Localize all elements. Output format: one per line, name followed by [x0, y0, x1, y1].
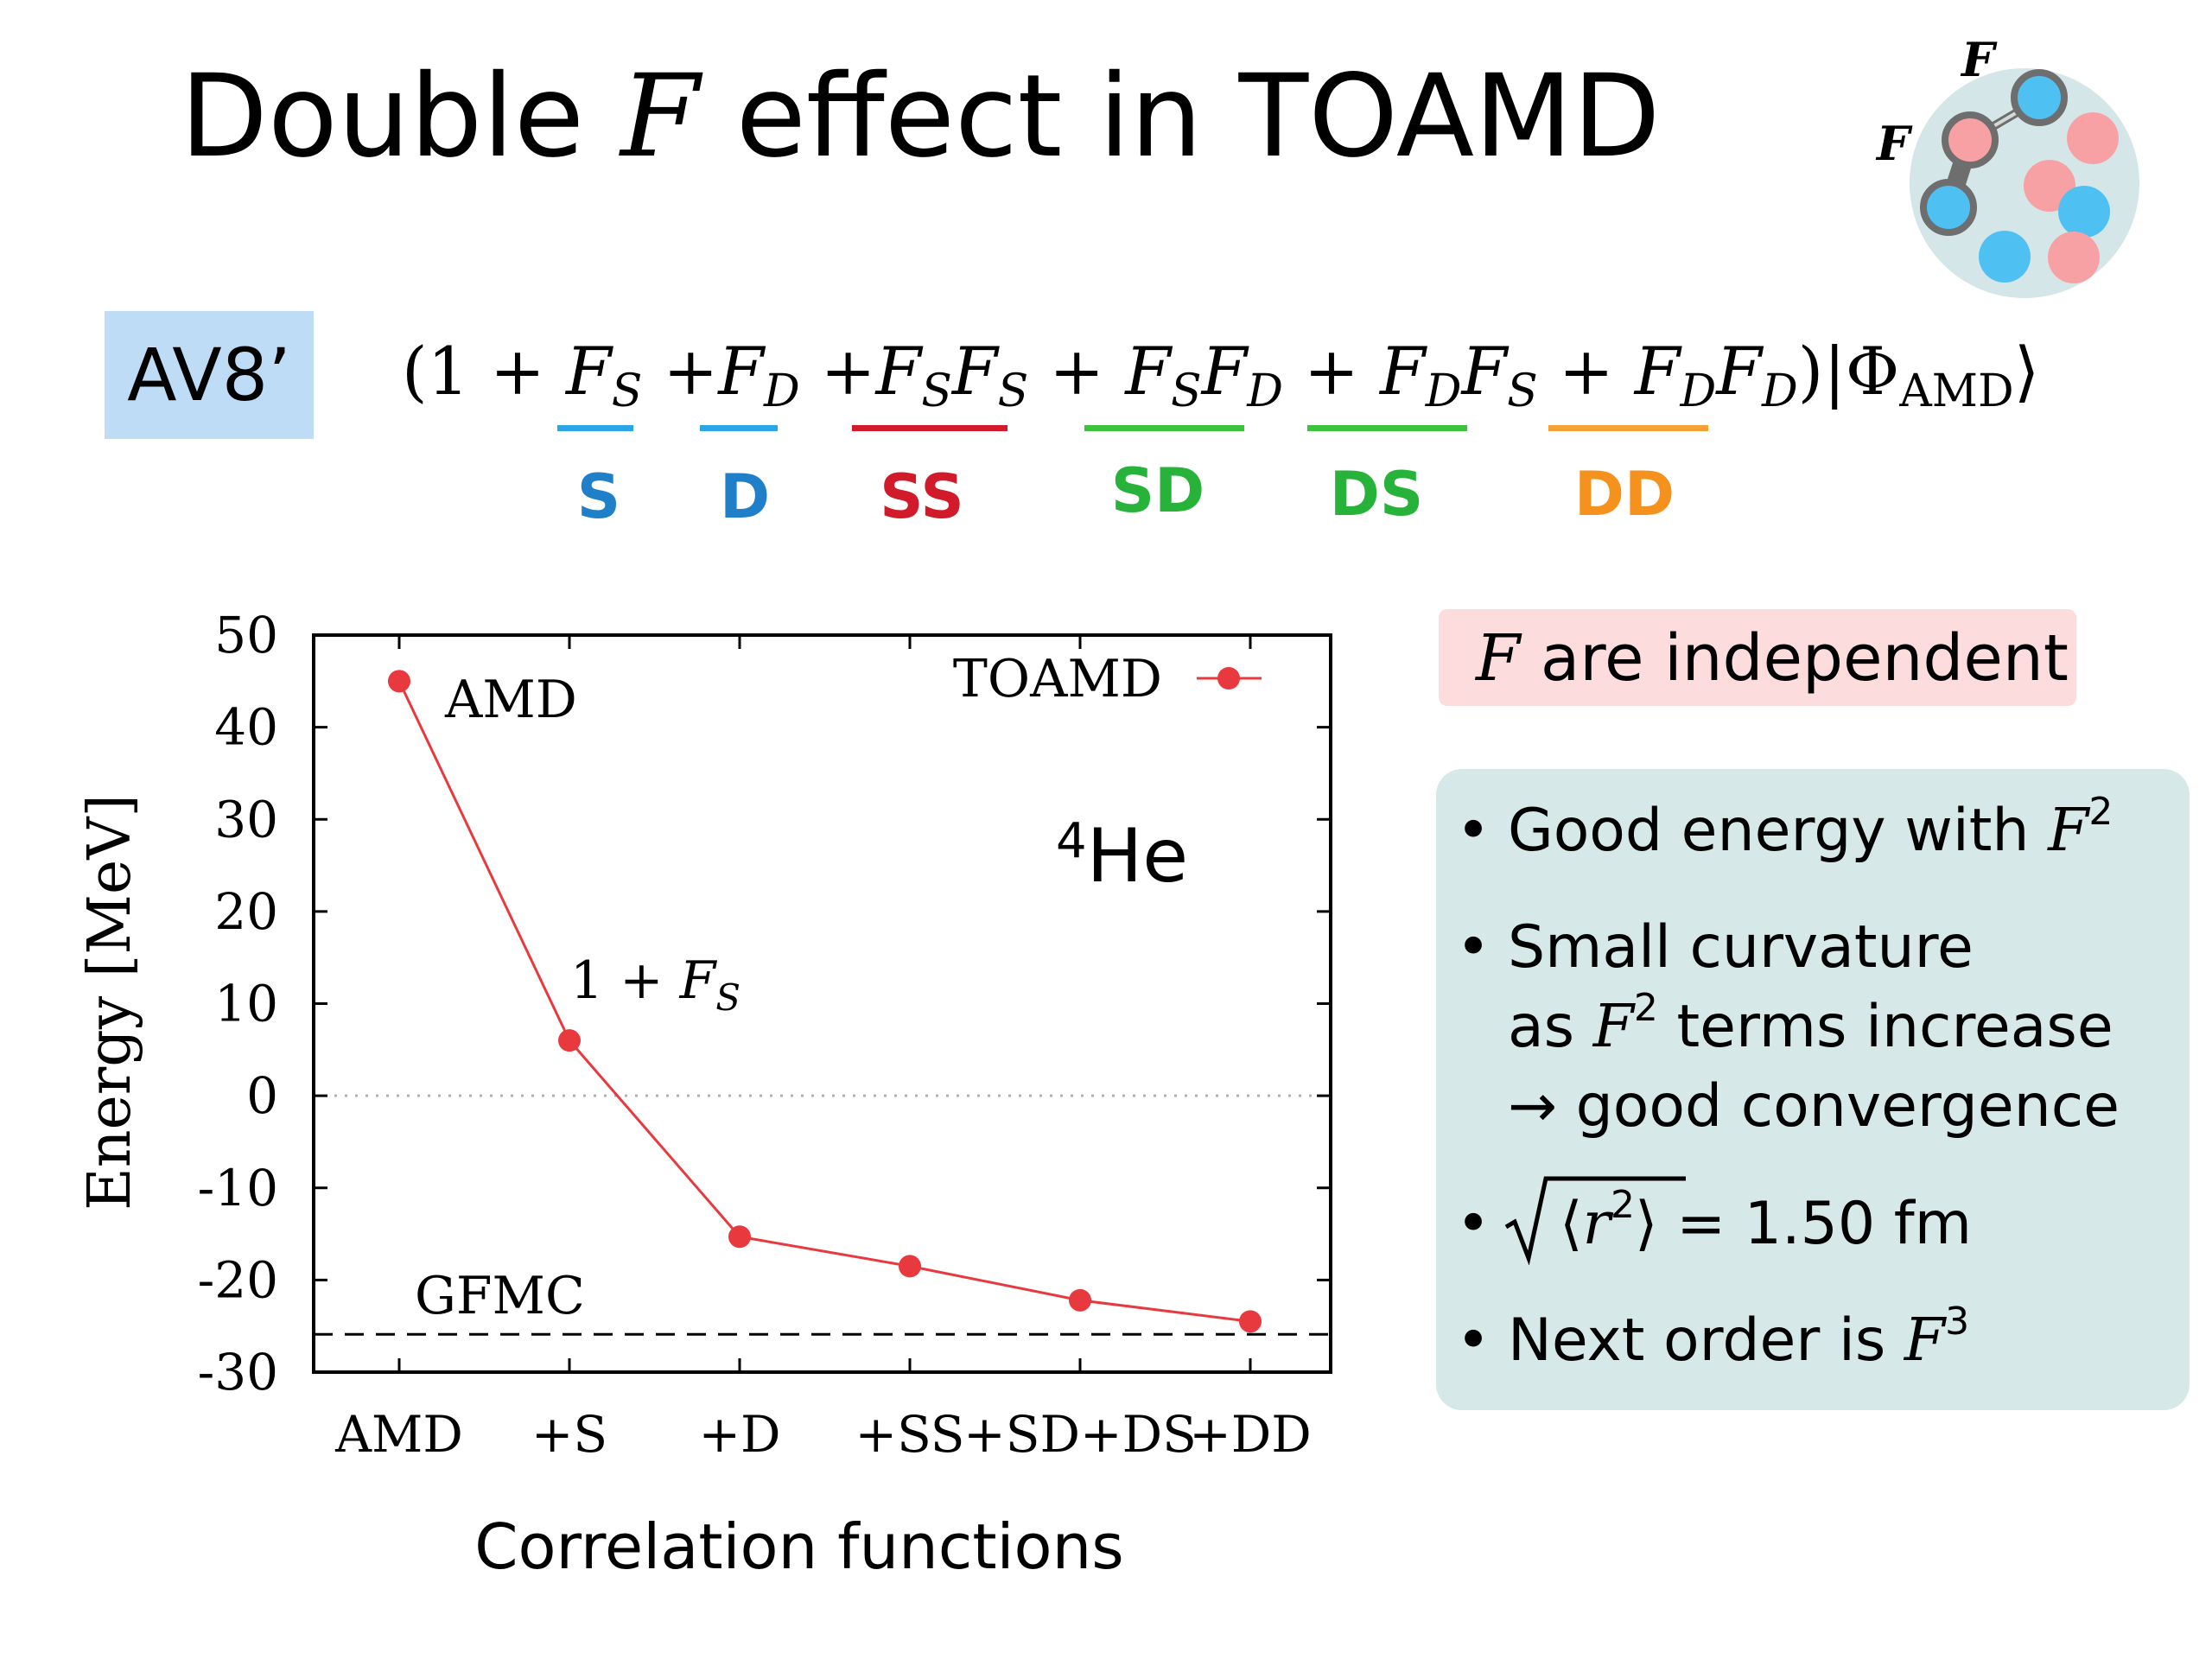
underline-s — [557, 425, 633, 431]
term-label-d: D — [719, 461, 771, 532]
x-tick-label: +SS — [855, 1405, 964, 1464]
bullet-4: • Next order is F3 — [1456, 1300, 1969, 1382]
bullet-dot: • — [1456, 913, 1491, 982]
y-tick-label: 50 — [214, 606, 278, 664]
page-title: Double F effect in TOAMD — [180, 50, 1661, 183]
x-tick-label: AMD — [334, 1405, 463, 1464]
legend-marker — [1217, 667, 1240, 690]
annotation-1-plus-fs: 1 + FS — [570, 950, 741, 1019]
x-tick-label: +S — [531, 1405, 607, 1464]
data-point — [388, 670, 410, 693]
term-label-sd: SD — [1110, 455, 1205, 526]
bullet-1: • Good energy with F2 — [1456, 791, 2113, 872]
nucleus-logo-icon: F F — [1875, 35, 2139, 298]
bullet-3: • ⟨r2⟩ = 1.50 fm — [1456, 1176, 1972, 1265]
y-tick-label: 40 — [214, 698, 278, 757]
underline-sd — [1084, 425, 1244, 431]
annotation-amd: AMD — [444, 670, 577, 730]
data-point — [1239, 1310, 1262, 1333]
bullet-dot: • — [1456, 1190, 1491, 1258]
bullet-dot: • — [1456, 1306, 1491, 1375]
logo-f-left: F — [1875, 116, 1913, 171]
x-tick-label: +SD+DS — [963, 1405, 1197, 1464]
y-tick-label: -20 — [198, 1250, 278, 1309]
y-tick-label: 30 — [214, 790, 278, 849]
x-tick-label: +D — [698, 1405, 780, 1464]
potential-tag: AV8’ — [105, 311, 314, 439]
y-tick-label: -10 — [198, 1159, 278, 1217]
term-label-s: S — [576, 461, 621, 532]
bullet-2-line-3: → good convergence — [1508, 1072, 2120, 1141]
bullet-dot: • — [1456, 797, 1491, 865]
legend-label: TOAMD — [953, 649, 1162, 709]
y-tick-label: 10 — [214, 975, 278, 1033]
underline-dd — [1548, 425, 1708, 431]
term-label-ds: DS — [1329, 459, 1424, 530]
underline-d — [700, 425, 778, 431]
summary-box — [1436, 769, 2190, 1410]
y-tick-label: -30 — [198, 1343, 278, 1402]
bullet-2-line-2: as F2 terms increase — [1508, 986, 2113, 1062]
data-point — [728, 1225, 751, 1249]
data-point — [1069, 1288, 1091, 1312]
correlation-formula: (1 + FS +FD +FSFS + FSFD + FDFS + FDFD)|… — [402, 333, 2040, 417]
term-label-ss: SS — [880, 461, 964, 532]
annotation-nucleus: 4He — [1056, 813, 1188, 899]
independent-box — [1439, 609, 2076, 706]
y-tick-label: 20 — [214, 882, 278, 941]
annotation-gfmc: GFMC — [415, 1266, 585, 1326]
independent-text: F are independent — [1476, 621, 2069, 696]
underline-ss — [852, 425, 1007, 431]
data-point — [558, 1029, 581, 1052]
xlabel: Correlation functions — [474, 1510, 1124, 1583]
underline-ds — [1307, 425, 1467, 431]
sqrt-sign-icon — [1504, 1176, 1686, 1265]
logo-f-top: F — [1960, 35, 1998, 87]
series-line-toamd — [397, 680, 1251, 1323]
plot-frame — [312, 633, 1332, 1374]
term-label-dd: DD — [1573, 459, 1675, 530]
ylabel: Energy [MeV] — [76, 794, 144, 1211]
data-point — [899, 1255, 921, 1278]
y-tick-label: 0 — [246, 1066, 278, 1125]
bullet-2: • Small curvature — [1456, 907, 1974, 988]
x-tick-label: +DD — [1189, 1405, 1312, 1464]
